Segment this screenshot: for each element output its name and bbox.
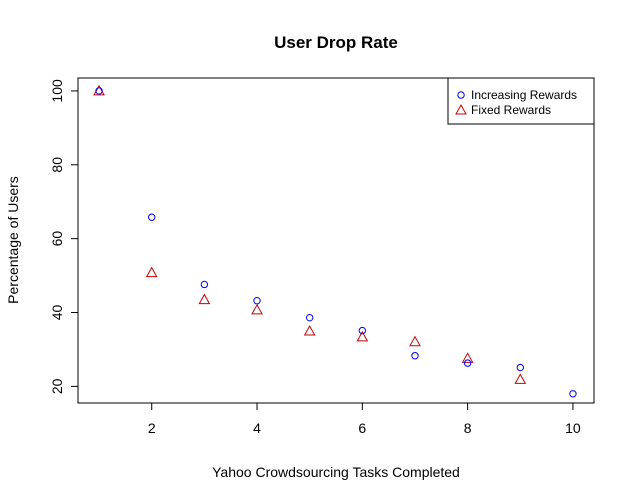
- y-tick-label: 20: [49, 378, 65, 394]
- point-triangle: [514, 373, 527, 384]
- x-tick-label: 4: [253, 420, 261, 436]
- series-0: [95, 87, 577, 398]
- point-circle: [95, 87, 103, 95]
- x-tick-label: 2: [148, 420, 156, 436]
- point-circle: [200, 280, 209, 289]
- point-triangle: [145, 266, 158, 278]
- point-triangle: [93, 84, 105, 96]
- x-tick-label: 6: [358, 420, 366, 436]
- legend-entry-label: Fixed Rewards: [471, 103, 551, 117]
- point-triangle: [251, 303, 263, 315]
- y-axis: 20 40 60 80 100: [49, 79, 79, 394]
- point-triangle: [198, 293, 211, 305]
- point-triangle: [409, 335, 421, 347]
- y-tick-label: 60: [49, 231, 65, 247]
- x-axis: 2 4 6 8 10: [148, 402, 581, 436]
- chart-title: User Drop Rate: [274, 33, 398, 52]
- point-triangle: [356, 330, 369, 342]
- x-tick-label: 8: [464, 420, 472, 436]
- y-axis-label: Percentage of Users: [5, 176, 21, 304]
- x-axis-label: Yahoo Crowdsourcing Tasks Completed: [212, 464, 460, 480]
- y-tick-label: 100: [49, 79, 65, 103]
- point-circle: [569, 390, 577, 398]
- x-tick-label: 10: [565, 420, 581, 436]
- legend-marker-circle: [457, 91, 465, 99]
- series-1: [93, 84, 527, 384]
- y-tick-label: 80: [49, 157, 65, 173]
- point-circle: [411, 352, 419, 360]
- legend-entry-label: Increasing Rewards: [471, 88, 577, 102]
- point-circle: [358, 326, 367, 335]
- data-points: [93, 84, 577, 398]
- y-tick-label: 40: [49, 305, 65, 321]
- point-circle: [305, 313, 314, 322]
- point-circle: [148, 213, 156, 221]
- point-triangle: [303, 324, 316, 336]
- point-circle: [463, 359, 472, 367]
- point-circle: [253, 296, 261, 305]
- plot-area-frame: [77, 77, 595, 404]
- legend-frame: [447, 77, 595, 125]
- point-circle: [516, 363, 524, 372]
- legend-marker-triangle: [455, 103, 467, 115]
- point-triangle: [461, 352, 474, 363]
